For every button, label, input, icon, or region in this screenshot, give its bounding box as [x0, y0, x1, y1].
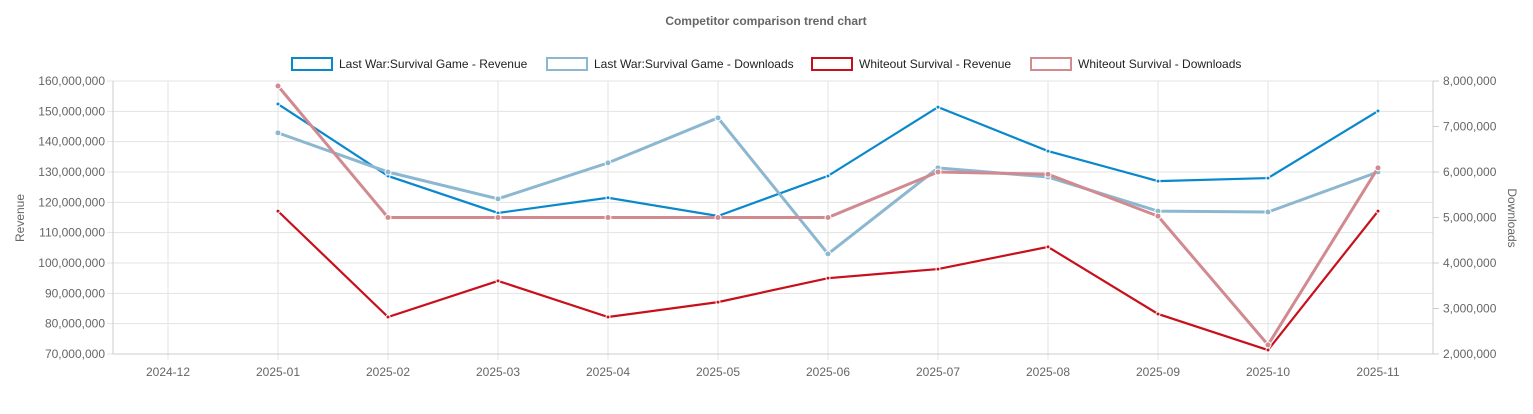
data-point — [824, 250, 832, 258]
data-point — [1375, 108, 1381, 114]
data-point — [1155, 178, 1161, 184]
x-tick-label: 2025-02 — [366, 365, 410, 379]
legend-swatch — [291, 57, 333, 71]
data-point — [604, 159, 612, 167]
x-tick-label: 2025-05 — [696, 365, 740, 379]
y-left-tick-label: 80,000,000 — [45, 317, 105, 331]
x-tick-label: 2025-01 — [256, 365, 300, 379]
y-left-tick-label: 140,000,000 — [38, 135, 105, 149]
data-point — [494, 214, 502, 221]
data-point — [605, 314, 611, 320]
legend-swatch — [546, 57, 588, 71]
data-point — [1374, 164, 1382, 172]
legend-label: Last War:Survival Game - Downloads — [594, 57, 794, 71]
x-tick-label: 2025-09 — [1136, 365, 1180, 379]
data-point — [1265, 347, 1271, 353]
legend-label: Whiteout Survival - Downloads — [1078, 57, 1241, 71]
x-tick-label: 2025-03 — [476, 365, 520, 379]
y-right-tick-label: 5,000,000 — [1443, 211, 1497, 225]
data-point — [1045, 244, 1051, 250]
legend-label: Last War:Survival Game - Revenue — [339, 57, 528, 71]
y-right-tick-label: 3,000,000 — [1443, 302, 1497, 316]
y-right-tick-label: 4,000,000 — [1443, 256, 1497, 270]
y-right-axis-label: Downloads — [1505, 188, 1519, 247]
legend-item: Last War:Survival Game - Revenue — [291, 57, 528, 71]
data-point — [274, 82, 282, 90]
data-point — [275, 208, 281, 214]
data-point — [825, 173, 831, 179]
data-point — [1375, 208, 1381, 214]
y-left-tick-label: 120,000,000 — [38, 195, 105, 209]
legend-item: Whiteout Survival - Revenue — [811, 57, 1011, 71]
y-left-tick-label: 130,000,000 — [38, 165, 105, 179]
data-point — [274, 129, 282, 137]
data-point — [714, 114, 722, 122]
legend-swatch — [811, 57, 853, 71]
data-point — [714, 214, 722, 221]
y-left-tick-label: 100,000,000 — [38, 256, 105, 270]
chart-title: Competitor comparison trend chart — [665, 14, 866, 28]
legend-swatch — [1030, 57, 1072, 71]
x-tick-label: 2025-08 — [1026, 365, 1070, 379]
data-point — [495, 278, 501, 284]
data-point — [385, 314, 391, 320]
y-left-tick-label: 90,000,000 — [45, 286, 105, 300]
x-tick-label: 2024-12 — [146, 365, 190, 379]
y-right-tick-label: 7,000,000 — [1443, 120, 1497, 134]
data-point — [935, 104, 941, 110]
y-right-tick-label: 2,000,000 — [1443, 347, 1497, 361]
y-right-tick-label: 8,000,000 — [1443, 74, 1497, 88]
data-point — [1264, 208, 1272, 216]
data-point — [825, 275, 831, 281]
x-tick-label: 2025-07 — [916, 365, 960, 379]
data-point — [715, 299, 721, 305]
legend-item: Last War:Survival Game - Downloads — [546, 57, 794, 71]
y-left-tick-label: 70,000,000 — [45, 347, 105, 361]
data-point — [1265, 175, 1271, 181]
data-point — [275, 101, 281, 107]
x-tick-label: 2025-11 — [1356, 365, 1399, 379]
data-point — [1154, 212, 1162, 220]
data-point — [494, 195, 502, 203]
data-point — [935, 266, 941, 272]
data-point — [824, 214, 832, 221]
data-point — [384, 214, 392, 221]
y-left-tick-label: 110,000,000 — [39, 226, 105, 240]
y-left-tick-label: 150,000,000 — [38, 104, 105, 118]
y-left-axis-label: Revenue — [13, 194, 27, 242]
data-point — [605, 195, 611, 201]
y-right-tick-label: 6,000,000 — [1443, 165, 1497, 179]
data-point — [1155, 311, 1161, 317]
data-point — [934, 168, 942, 176]
data-point — [1045, 148, 1051, 154]
legend-label: Whiteout Survival - Revenue — [859, 57, 1011, 71]
y-left-tick-label: 160,000,000 — [38, 74, 105, 88]
data-point — [1264, 341, 1272, 349]
x-tick-label: 2025-10 — [1246, 365, 1290, 379]
legend-item: Whiteout Survival - Downloads — [1030, 57, 1241, 71]
data-point — [604, 214, 612, 221]
data-point — [384, 168, 392, 176]
x-tick-label: 2025-06 — [806, 365, 850, 379]
x-tick-label: 2025-04 — [586, 365, 630, 379]
data-point — [1044, 170, 1052, 178]
